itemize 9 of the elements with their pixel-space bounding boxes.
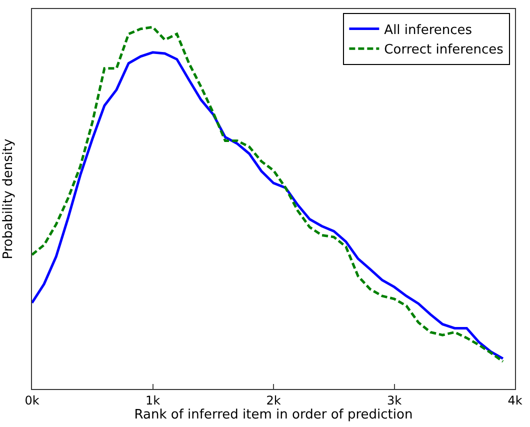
x-axis-title: Rank of inferred item in order of prediction — [134, 408, 413, 422]
x-tick-label: 3k — [386, 394, 402, 408]
x-tick-label: 4k — [508, 394, 522, 408]
y-axis-title: Probability density — [0, 138, 16, 260]
legend-label: Correct inferences — [384, 42, 504, 58]
x-tick-label: 2k — [266, 394, 281, 408]
legend-label: All inferences — [384, 22, 472, 38]
x-tick-label: 0k — [24, 394, 40, 408]
x-tick-label: 1k — [145, 394, 160, 408]
